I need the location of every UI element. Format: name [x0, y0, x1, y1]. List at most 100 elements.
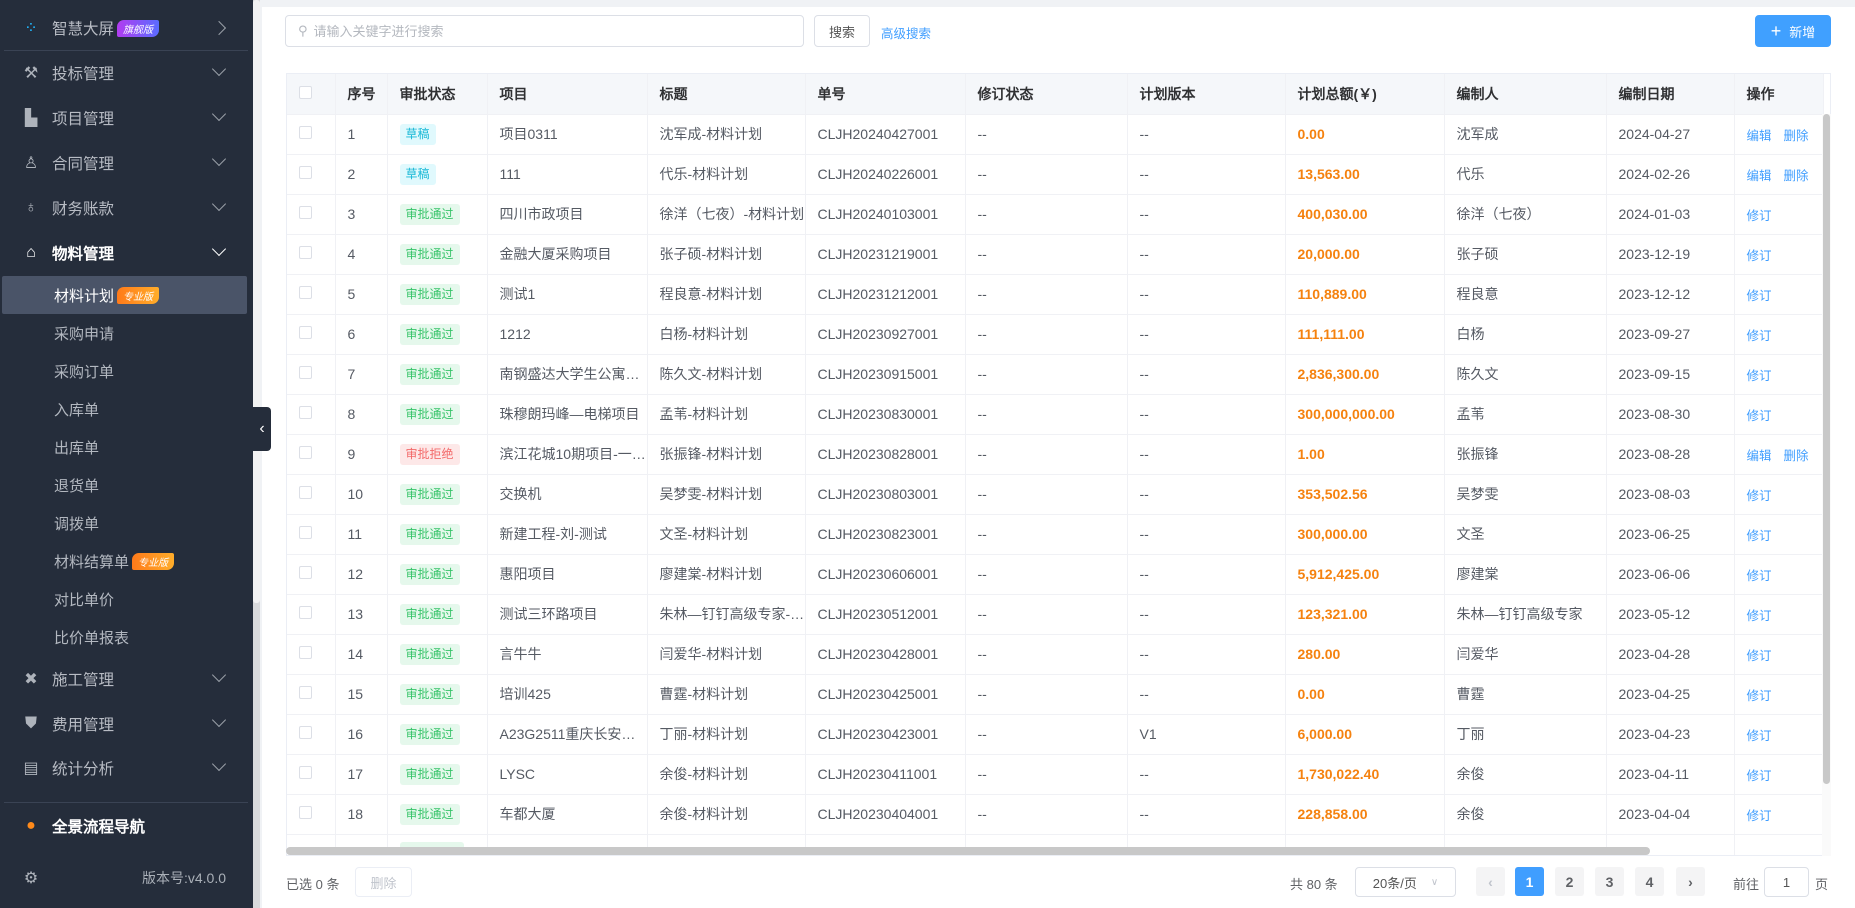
row-checkbox[interactable] — [299, 366, 312, 379]
row-checkbox[interactable] — [299, 726, 312, 739]
row-action-link[interactable]: 修订 — [1746, 408, 1772, 423]
row-checkbox[interactable] — [299, 526, 312, 539]
row-action-link[interactable]: 修订 — [1746, 648, 1772, 663]
select-all-checkbox[interactable] — [299, 85, 312, 99]
sidebar-item-flow-nav[interactable]: ● 全景流程导航 — [0, 806, 250, 846]
table-row[interactable]: 10 审批通过 交换机 吴梦雯-材料计划 CLJH20230803001 -- -- 353,… — [287, 474, 1824, 515]
row-checkbox[interactable] — [299, 206, 312, 219]
search-button[interactable]: 搜索 — [814, 15, 870, 47]
row-action-link[interactable]: 修订 — [1746, 768, 1772, 783]
sidebar-group-groups-2[interactable]: ♙ 合同管理 — [0, 143, 250, 183]
row-checkbox[interactable] — [299, 606, 312, 619]
table-row[interactable]: 11 审批通过 新建工程-刘-测试 文圣-材料计划 CLJH20230823001 -- -… — [287, 514, 1824, 555]
table-row[interactable]: 17 审批通过 LYSC 余俊-材料计划 CLJH20230411001 -- -- 1,73… — [287, 754, 1824, 795]
row-checkbox[interactable] — [299, 166, 312, 179]
table-row[interactable]: 9 审批拒绝 滨江花城10期项目-一标段 张振锋-材料计划 CLJH2023082800… — [287, 434, 1824, 475]
table-row[interactable]: 16 审批通过 A23G2511重庆长安项目 丁丽-材料计划 CLJH202304230… — [287, 714, 1824, 755]
row-checkbox[interactable] — [299, 566, 312, 579]
sidebar-group-groups_after-0[interactable]: ✖ 施工管理 — [0, 659, 250, 699]
row-action-link[interactable]: 编辑 — [1746, 128, 1772, 143]
sidebar-group-groups-3[interactable]: ♁ 财务账款 — [0, 188, 250, 228]
row-action-link[interactable]: 删除 — [1783, 448, 1809, 463]
table-row[interactable]: 1 草稿 项目0311 沈军成-材料计划 CLJH20240427001 -- -- 0.00… — [287, 114, 1824, 155]
table-row[interactable]: 18 审批通过 车都大厦 余俊-材料计划 CLJH20230404001 -- -- 228,… — [287, 794, 1824, 835]
page-button[interactable]: 1 — [1515, 867, 1544, 896]
page-size-select[interactable]: 20条/页 ∨ — [1355, 867, 1456, 897]
row-action-link[interactable]: 修订 — [1746, 368, 1772, 383]
row-checkbox[interactable] — [299, 806, 312, 819]
add-button[interactable]: + 新增 — [1755, 15, 1831, 47]
table-vertical-scrollbar-thumb[interactable] — [1823, 114, 1830, 784]
table-row[interactable]: 7 审批通过 南钢盛达大学生公寓项目 陈久文-材料计划 CLJH20230915001-… — [287, 354, 1824, 395]
row-checkbox[interactable] — [299, 446, 312, 459]
sidebar-subitem[interactable]: 退货单 — [54, 477, 100, 495]
row-action-link[interactable]: 修订 — [1746, 488, 1772, 503]
row-checkbox[interactable] — [299, 686, 312, 699]
sidebar-subitem[interactable]: 入库单 — [54, 401, 100, 419]
row-action-link[interactable]: 删除 — [1783, 128, 1809, 143]
row-action-link[interactable]: 编辑 — [1746, 168, 1772, 183]
row-action-link[interactable]: 修订 — [1746, 528, 1772, 543]
sidebar-group-groups_after-1[interactable]: ⛊ 费用管理 — [0, 704, 250, 744]
table-row[interactable]: 3 审批通过 四川市政项目 徐洋（七夜）-材料计划 CLJH20240103001 -- -… — [287, 194, 1824, 235]
table-row[interactable]: 2 草稿 111 代乐-材料计划 CLJH20240226001 -- -- 13,563.0… — [287, 154, 1824, 195]
collapse-sidebar-button[interactable]: ‹ — [253, 407, 271, 451]
advanced-search-link[interactable]: 高级搜索 — [881, 27, 932, 41]
row-action-link[interactable]: 修订 — [1746, 328, 1772, 343]
row-checkbox[interactable] — [299, 486, 312, 499]
row-action-link[interactable]: 修订 — [1746, 248, 1772, 263]
sidebar-subitem[interactable]: 对比单价 — [54, 591, 115, 609]
row-action-link[interactable]: 编辑 — [1746, 448, 1772, 463]
row-checkbox[interactable] — [299, 286, 312, 299]
table-row[interactable]: 5 审批通过 测试1 程良意-材料计划 CLJH20231212001 -- -- 110,8… — [287, 274, 1824, 315]
row-action-link[interactable]: 删除 — [1783, 168, 1809, 183]
sidebar-subitem[interactable]: 采购订单 — [54, 363, 115, 381]
batch-delete-button[interactable]: 删除 — [355, 867, 412, 897]
page-button[interactable]: 2 — [1555, 867, 1584, 896]
cell-amount: 5,912,425.00 — [1285, 554, 1445, 595]
sidebar-subitem[interactable]: 材料计划 专业版 — [2, 276, 247, 314]
row-action-link[interactable]: 修订 — [1746, 808, 1772, 823]
cell-amount: 0.00 — [1285, 114, 1445, 155]
sidebar-subitem[interactable]: 调拨单 — [54, 515, 100, 533]
row-checkbox[interactable] — [299, 326, 312, 339]
prev-page-button[interactable]: ‹ — [1476, 867, 1505, 896]
page-button[interactable]: 4 — [1635, 867, 1664, 896]
sidebar-group-groups-0[interactable]: ⚒ 投标管理 — [0, 53, 250, 93]
sidebar-scrollbar-thumb[interactable] — [253, 0, 260, 603]
search-input[interactable] — [313, 23, 803, 39]
next-page-button[interactable]: › — [1676, 867, 1705, 896]
row-action-link[interactable]: 修订 — [1746, 608, 1772, 623]
sidebar-group-groups-1[interactable]: ▙ 项目管理 — [0, 98, 250, 138]
table-row[interactable]: 6 审批通过 1212 白杨-材料计划 CLJH20230927001 -- -- 111,1… — [287, 314, 1824, 355]
table-row[interactable]: 14 审批通过 言牛牛 闫爱华-材料计划 CLJH20230428001 -- -- 280.… — [287, 634, 1824, 675]
sidebar-item-dashboard[interactable]: ⁘ 智慧大屏 旗舰版 — [0, 8, 250, 48]
sidebar-subitem[interactable]: 材料结算单 专业版 — [2, 542, 247, 580]
row-checkbox[interactable] — [299, 246, 312, 259]
table-row[interactable]: 12 审批通过 惠阳项目 廖建棠-材料计划 CLJH20230606001 -- -- 5,9… — [287, 554, 1824, 595]
row-checkbox[interactable] — [299, 766, 312, 779]
table-row[interactable]: 4 审批通过 金融大厦采购项目 张子硕-材料计划 CLJH20231219001 -- --… — [287, 234, 1824, 275]
search-box[interactable]: ⚲ — [285, 15, 804, 47]
sidebar-subitem[interactable]: 比价单报表 — [54, 629, 130, 647]
sidebar-group-groups-4[interactable]: ⌂ 物料管理 — [0, 233, 250, 273]
row-checkbox[interactable] — [299, 406, 312, 419]
cell-date: 2023-04-25 — [1606, 674, 1735, 715]
row-action-link[interactable]: 修订 — [1746, 728, 1772, 743]
row-checkbox[interactable] — [299, 646, 312, 659]
table-row[interactable]: 15 审批通过 培训425 曹霆-材料计划 CLJH20230425001 -- -- 0.0… — [287, 674, 1824, 715]
row-action-link[interactable]: 修订 — [1746, 288, 1772, 303]
table-horizontal-scrollbar-thumb[interactable] — [286, 847, 1650, 855]
sidebar-subitem[interactable]: 出库单 — [54, 439, 100, 457]
sidebar-subitem[interactable]: 采购申请 — [54, 325, 115, 343]
sidebar-group-groups_after-2[interactable]: ▤ 统计分析 — [0, 748, 250, 788]
table-row[interactable]: 13 审批通过 测试三环路项目朱林—钉钉高级专家-材料计划CLJH202305120… — [287, 594, 1824, 635]
page-button[interactable]: 3 — [1595, 867, 1624, 896]
gear-icon[interactable]: ⚙ — [23, 870, 39, 887]
row-action-link[interactable]: 修订 — [1746, 688, 1772, 703]
row-action-link[interactable]: 修订 — [1746, 568, 1772, 583]
table-row[interactable]: 8 审批通过 珠穆朗玛峰—电梯项目 孟苇-材料计划 CLJH20230830001 -- -… — [287, 394, 1824, 435]
row-action-link[interactable]: 修订 — [1746, 208, 1772, 223]
row-checkbox[interactable] — [299, 126, 312, 139]
goto-page-input[interactable]: 1 — [1764, 867, 1809, 897]
